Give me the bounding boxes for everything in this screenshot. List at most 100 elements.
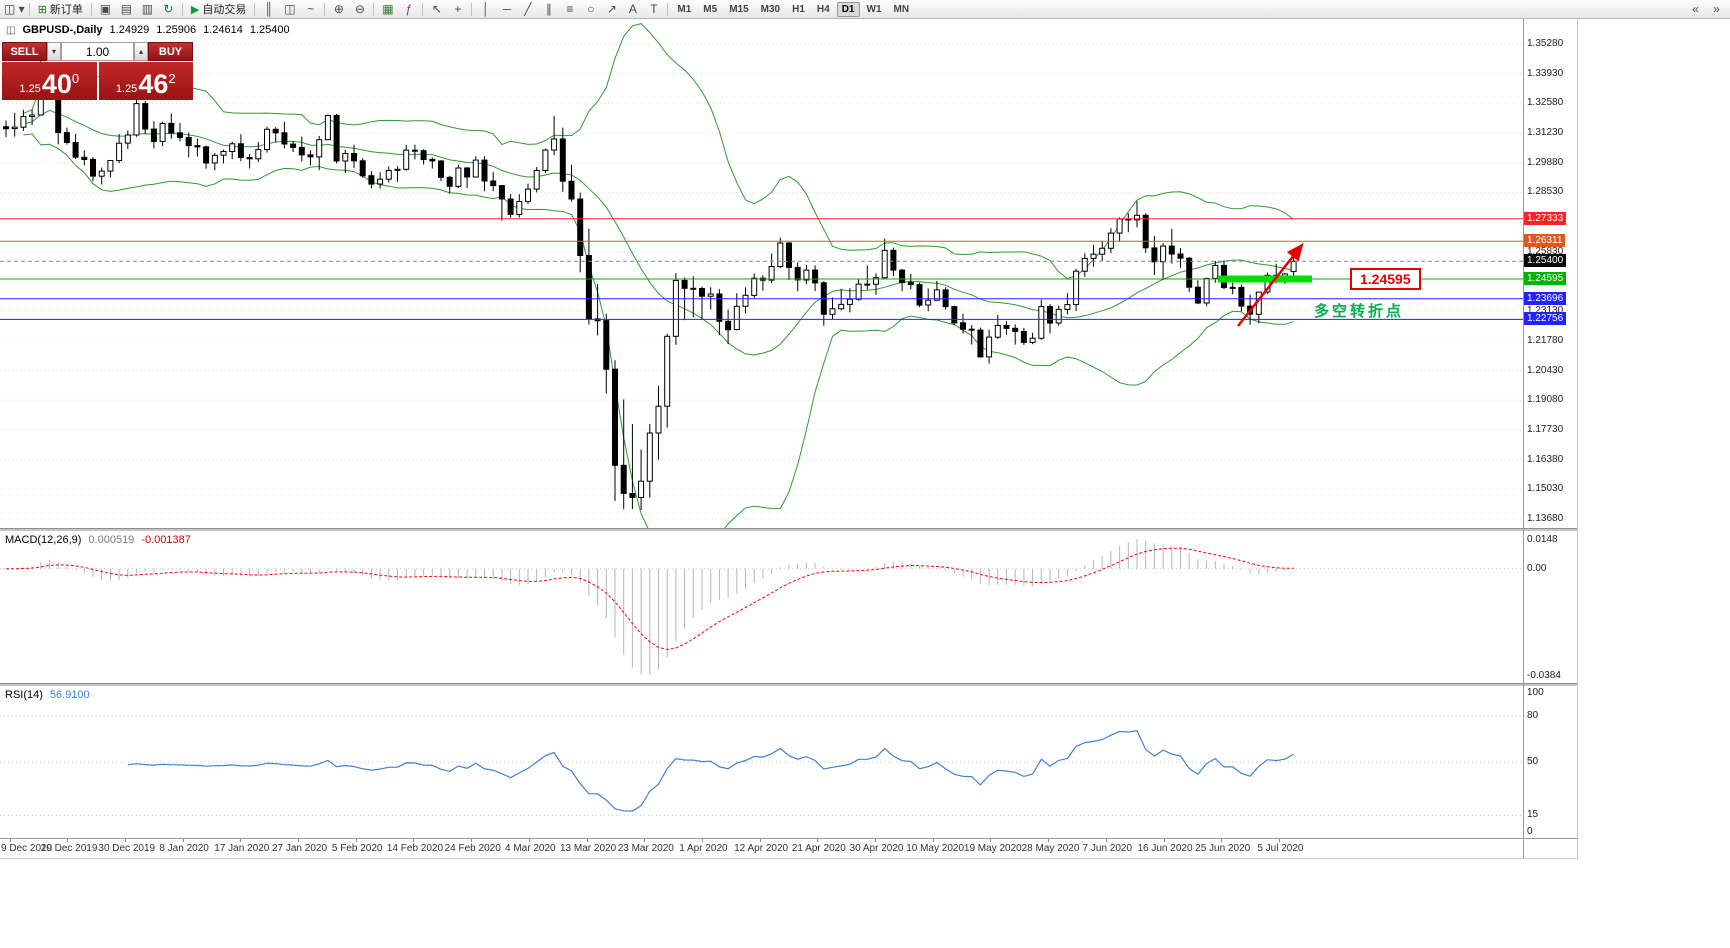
tile-windows-button[interactable]: ▦ bbox=[377, 1, 398, 17]
one-click-trading-panel: SELL ▾ 1.00 ▴ BUY 1.25 40 0 1.25 46 2 bbox=[2, 42, 193, 100]
shapes-button[interactable]: ○ bbox=[580, 1, 601, 17]
trendline-button[interactable]: ╱ bbox=[517, 1, 538, 17]
sell-price-prefix: 1.25 bbox=[19, 83, 41, 95]
timeframe-h1-button[interactable]: H1 bbox=[792, 3, 805, 15]
horizontal-level-lines[interactable] bbox=[0, 218, 1523, 320]
time-axis[interactable] bbox=[0, 838, 1523, 858]
toolbar-divider bbox=[324, 2, 326, 16]
chart-title: GBPUSD-,Daily bbox=[22, 24, 103, 36]
line-chart-glyph: ~ bbox=[307, 2, 315, 16]
support-highlight-bar[interactable] bbox=[1218, 275, 1312, 283]
sell-button[interactable]: SELL bbox=[2, 42, 47, 61]
new-order-button-label: 新订单 bbox=[49, 4, 83, 16]
cursor-glyph: ↖ bbox=[431, 2, 442, 16]
timeframe-m1-button[interactable]: M1 bbox=[677, 3, 692, 15]
indicators-glyph: ƒ bbox=[405, 2, 413, 16]
chart-window-icon[interactable]: ▣ bbox=[95, 1, 116, 17]
bollinger-middle-line bbox=[23, 109, 1294, 356]
volume-input[interactable]: 1.00 bbox=[61, 42, 134, 61]
channel-button[interactable]: ∥ bbox=[538, 1, 559, 17]
bullish-trend-arrow[interactable] bbox=[1237, 243, 1304, 327]
toolbar-overflow-left-icon-glyph: « bbox=[1692, 2, 1699, 16]
price-axis[interactable] bbox=[1523, 19, 1578, 838]
profiles-icon-glyph: ▤ bbox=[120, 2, 133, 16]
bollinger-lower-line bbox=[23, 133, 1294, 528]
timeframe-m15-button[interactable]: M15 bbox=[729, 3, 749, 15]
chart-type-button[interactable]: ◫ ▾ bbox=[3, 1, 26, 17]
volume-decrease-button[interactable]: ▾ bbox=[47, 42, 61, 61]
ohlc-close: 1.25400 bbox=[249, 24, 290, 36]
toolbar-overflow-left-icon[interactable]: « bbox=[1685, 1, 1706, 17]
panel-splitter[interactable] bbox=[0, 528, 1578, 531]
data-window-icon[interactable]: ▥ bbox=[137, 1, 158, 17]
price-axis-border bbox=[1523, 19, 1524, 858]
data-window-icon-glyph: ▥ bbox=[141, 2, 154, 16]
buy-price-display[interactable]: 1.25 46 2 bbox=[98, 62, 193, 100]
chart-window-border bbox=[1577, 19, 1578, 858]
vertical-line-button[interactable]: │ bbox=[475, 1, 496, 17]
chart-window-icon-glyph: ▣ bbox=[99, 2, 112, 16]
timeframe-d1-button[interactable]: D1 bbox=[836, 1, 860, 17]
autotrading-button[interactable]: ▶ 自动交易 bbox=[186, 1, 251, 17]
crosshair-glyph: + bbox=[454, 2, 462, 16]
text-glyph: A bbox=[628, 2, 637, 16]
indicators-button[interactable]: ƒ bbox=[398, 1, 419, 17]
toolbar-overflow-right-icon-glyph: » bbox=[1713, 2, 1720, 16]
macd-indicator-chart[interactable] bbox=[0, 531, 1523, 683]
rsi-title-text: RSI(14) bbox=[5, 689, 43, 701]
profiles-icon[interactable]: ▤ bbox=[116, 1, 137, 17]
text-button[interactable]: A bbox=[622, 1, 643, 17]
cursor-button[interactable]: ↖ bbox=[426, 1, 447, 17]
volume-increase-button[interactable]: ▴ bbox=[134, 42, 148, 61]
macd-signal-line bbox=[6, 547, 1294, 651]
macd-histogram bbox=[14, 539, 1295, 675]
arrows-button[interactable]: ↗ bbox=[601, 1, 622, 17]
rsi-line bbox=[127, 730, 1294, 812]
candlestick-chart-button[interactable]: ◫ bbox=[279, 1, 300, 17]
line-chart-button[interactable]: ~ bbox=[300, 1, 321, 17]
toolbar-divider bbox=[28, 2, 30, 16]
rsi-indicator-chart[interactable] bbox=[0, 686, 1523, 838]
rsi-panel-title: RSI(14) 56.9100 bbox=[5, 689, 90, 701]
arrows-glyph: ↗ bbox=[606, 2, 617, 16]
refresh-icon-glyph: ↻ bbox=[163, 2, 174, 16]
timeframe-m5-button[interactable]: M5 bbox=[703, 3, 718, 15]
macd-title-text: MACD(12,26,9) bbox=[5, 534, 82, 546]
toolbar-divider bbox=[373, 2, 375, 16]
new-order-button[interactable]: ⊞ 新订单 bbox=[33, 1, 88, 17]
price-callout-label: 1.24595 bbox=[1350, 268, 1421, 290]
timeframe-mn-button[interactable]: MN bbox=[893, 3, 910, 15]
crosshair-button[interactable]: + bbox=[447, 1, 468, 17]
label-button[interactable]: T bbox=[643, 1, 664, 17]
sell-price-big: 40 bbox=[41, 69, 72, 99]
channel-glyph: ∥ bbox=[545, 2, 552, 16]
zoom-out-glyph: ⊖ bbox=[354, 2, 365, 16]
autotrading-button-label: 自动交易 bbox=[202, 4, 247, 16]
zoom-out-button[interactable]: ⊖ bbox=[349, 1, 370, 17]
fibonacci-glyph: ≡ bbox=[566, 2, 574, 16]
ohlc-low: 1.24614 bbox=[203, 24, 243, 36]
timeframe-w1-button[interactable]: W1 bbox=[866, 3, 882, 15]
macd-panel-title: MACD(12,26,9) 0.000519 -0.001387 bbox=[5, 534, 191, 546]
shapes-glyph: ○ bbox=[587, 2, 595, 16]
bar-chart-button[interactable]: ║ bbox=[258, 1, 279, 17]
toolbar-overflow-right-icon[interactable]: » bbox=[1706, 1, 1727, 17]
ohlc-open: 1.24929 bbox=[109, 24, 150, 36]
timeframe-h4-button[interactable]: H4 bbox=[816, 3, 830, 15]
main-price-chart[interactable] bbox=[0, 19, 1523, 528]
fibonacci-button[interactable]: ≡ bbox=[559, 1, 580, 17]
timeframe-m30-button[interactable]: M30 bbox=[760, 3, 781, 15]
tile-windows-glyph: ▦ bbox=[382, 2, 394, 16]
buy-button[interactable]: BUY bbox=[148, 42, 193, 61]
macd-main-value: 0.000519 bbox=[88, 534, 135, 546]
chart-symbol-icon: ◫ bbox=[6, 24, 16, 36]
rsi-value: 56.9100 bbox=[49, 689, 90, 701]
toolbar-divider bbox=[90, 2, 92, 16]
toolbar-divider bbox=[181, 2, 183, 16]
horizontal-line-button[interactable]: ─ bbox=[496, 1, 517, 17]
sell-price-display[interactable]: 1.25 40 0 bbox=[2, 62, 97, 100]
zoom-in-button[interactable]: ⊕ bbox=[328, 1, 349, 17]
refresh-icon[interactable]: ↻ bbox=[158, 1, 179, 17]
panel-splitter[interactable] bbox=[0, 683, 1578, 686]
toolbar-divider bbox=[471, 2, 473, 16]
